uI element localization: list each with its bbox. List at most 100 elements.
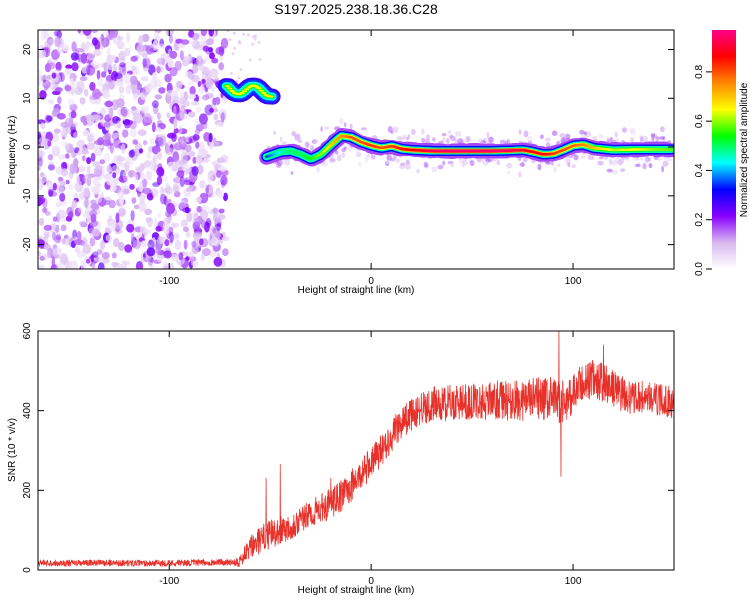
ridge-halo: [651, 134, 656, 139]
spectrogram-ytick-label: 10: [22, 92, 33, 104]
ridge-halo: [614, 157, 621, 164]
noise-blob: [96, 249, 103, 255]
noise-blob: [133, 173, 138, 184]
ridge-halo: [648, 162, 653, 169]
spectrogram-ytick-label: 0: [22, 144, 33, 150]
ridge-halo: [667, 158, 672, 162]
noise-blob: [55, 165, 64, 175]
ridge-halo: [614, 131, 618, 137]
noise-blob: [70, 52, 79, 61]
noise-blob: [186, 211, 193, 223]
noise-blob: [38, 250, 42, 257]
ridge-halo: [386, 154, 393, 161]
ridge-halo: [442, 160, 446, 166]
noise-blob: [226, 30, 230, 33]
ridge-halo: [559, 133, 563, 138]
noise-blob: [220, 37, 229, 49]
noise-blob: [209, 249, 217, 258]
noise-blob: [68, 211, 74, 219]
noise-blob: [196, 158, 204, 166]
ridge-halo: [370, 154, 376, 160]
noise-blob: [158, 135, 167, 147]
noise-blob: [156, 151, 163, 160]
ridge-halo: [400, 162, 406, 166]
noise-blob: [212, 97, 217, 106]
noise-blob: [199, 180, 206, 189]
ridge-halo: [321, 161, 328, 167]
ridge-halo: [551, 161, 554, 166]
noise-blob: [64, 237, 70, 246]
noise-blob: [52, 182, 58, 191]
ridge-halo: [571, 164, 576, 169]
ridge-halo: [659, 136, 665, 140]
noise-blob: [96, 165, 103, 170]
ridge-halo: [411, 128, 416, 135]
noise-blob: [89, 237, 96, 247]
noise-blob: [71, 62, 79, 72]
spectrogram-xtick-label: -100: [159, 276, 179, 287]
noise-blob: [109, 144, 116, 155]
noise-blob: [185, 168, 189, 176]
noise-blob: [44, 211, 51, 216]
noise-blob: [213, 113, 219, 121]
noise-blob: [188, 38, 197, 46]
noise-blob: [111, 132, 121, 139]
noise-blob: [86, 165, 91, 174]
ridge-halo: [324, 126, 330, 130]
noise-blob: [164, 73, 172, 83]
ridge-halo: [349, 123, 353, 129]
noise-blob: [179, 176, 185, 187]
noise-blob: [185, 187, 192, 193]
noise-blob: [167, 263, 175, 269]
noise-blob: [137, 129, 147, 137]
ridge-halo: [455, 131, 462, 137]
noise-blob: [212, 141, 221, 147]
ridge-halo: [518, 171, 522, 178]
noise-blob: [116, 120, 121, 129]
noise-blob: [248, 58, 252, 62]
noise-blob: [62, 141, 68, 148]
noise-blob: [103, 152, 110, 163]
noise-blob: [51, 72, 57, 79]
ridge-halo: [565, 158, 572, 164]
noise-blob: [142, 52, 148, 59]
noise-blob: [64, 84, 72, 92]
noise-blob: [180, 151, 188, 163]
noise-blob: [147, 256, 154, 267]
ridge-halo: [616, 138, 620, 143]
noise-blob: [53, 128, 61, 134]
noise-blob: [101, 71, 107, 78]
noise-blob: [188, 111, 196, 118]
noise-blob: [78, 165, 86, 173]
ridge-halo: [294, 133, 301, 141]
ridge-halo: [446, 137, 450, 145]
noise-blob: [173, 105, 177, 116]
noise-blob: [156, 112, 161, 120]
noise-blob: [130, 85, 138, 90]
noise-blob: [75, 174, 80, 185]
noise-blob: [205, 217, 212, 228]
ridge-halo: [329, 158, 336, 163]
ridge-halo: [385, 160, 390, 165]
noise-blob: [183, 226, 190, 233]
ridge-halo: [392, 126, 399, 133]
noise-blob: [119, 196, 124, 205]
noise-blob: [124, 260, 131, 266]
noise-blob: [141, 178, 148, 188]
spectrogram-ytick-label: 20: [22, 44, 33, 56]
noise-blob: [195, 141, 200, 149]
noise-blob: [172, 222, 180, 228]
noise-blob: [74, 246, 81, 254]
noise-blob: [166, 112, 171, 118]
noise-blob: [58, 177, 64, 182]
ridge-halo: [469, 160, 475, 167]
noise-blob: [199, 192, 209, 204]
noise-blob: [111, 252, 117, 259]
noise-blob: [195, 154, 203, 165]
noise-blob: [47, 181, 55, 190]
noise-blob: [237, 39, 241, 43]
noise-blob: [86, 65, 96, 76]
noise-blob: [200, 34, 207, 45]
noise-blob: [121, 260, 127, 269]
noise-blob: [86, 142, 96, 150]
